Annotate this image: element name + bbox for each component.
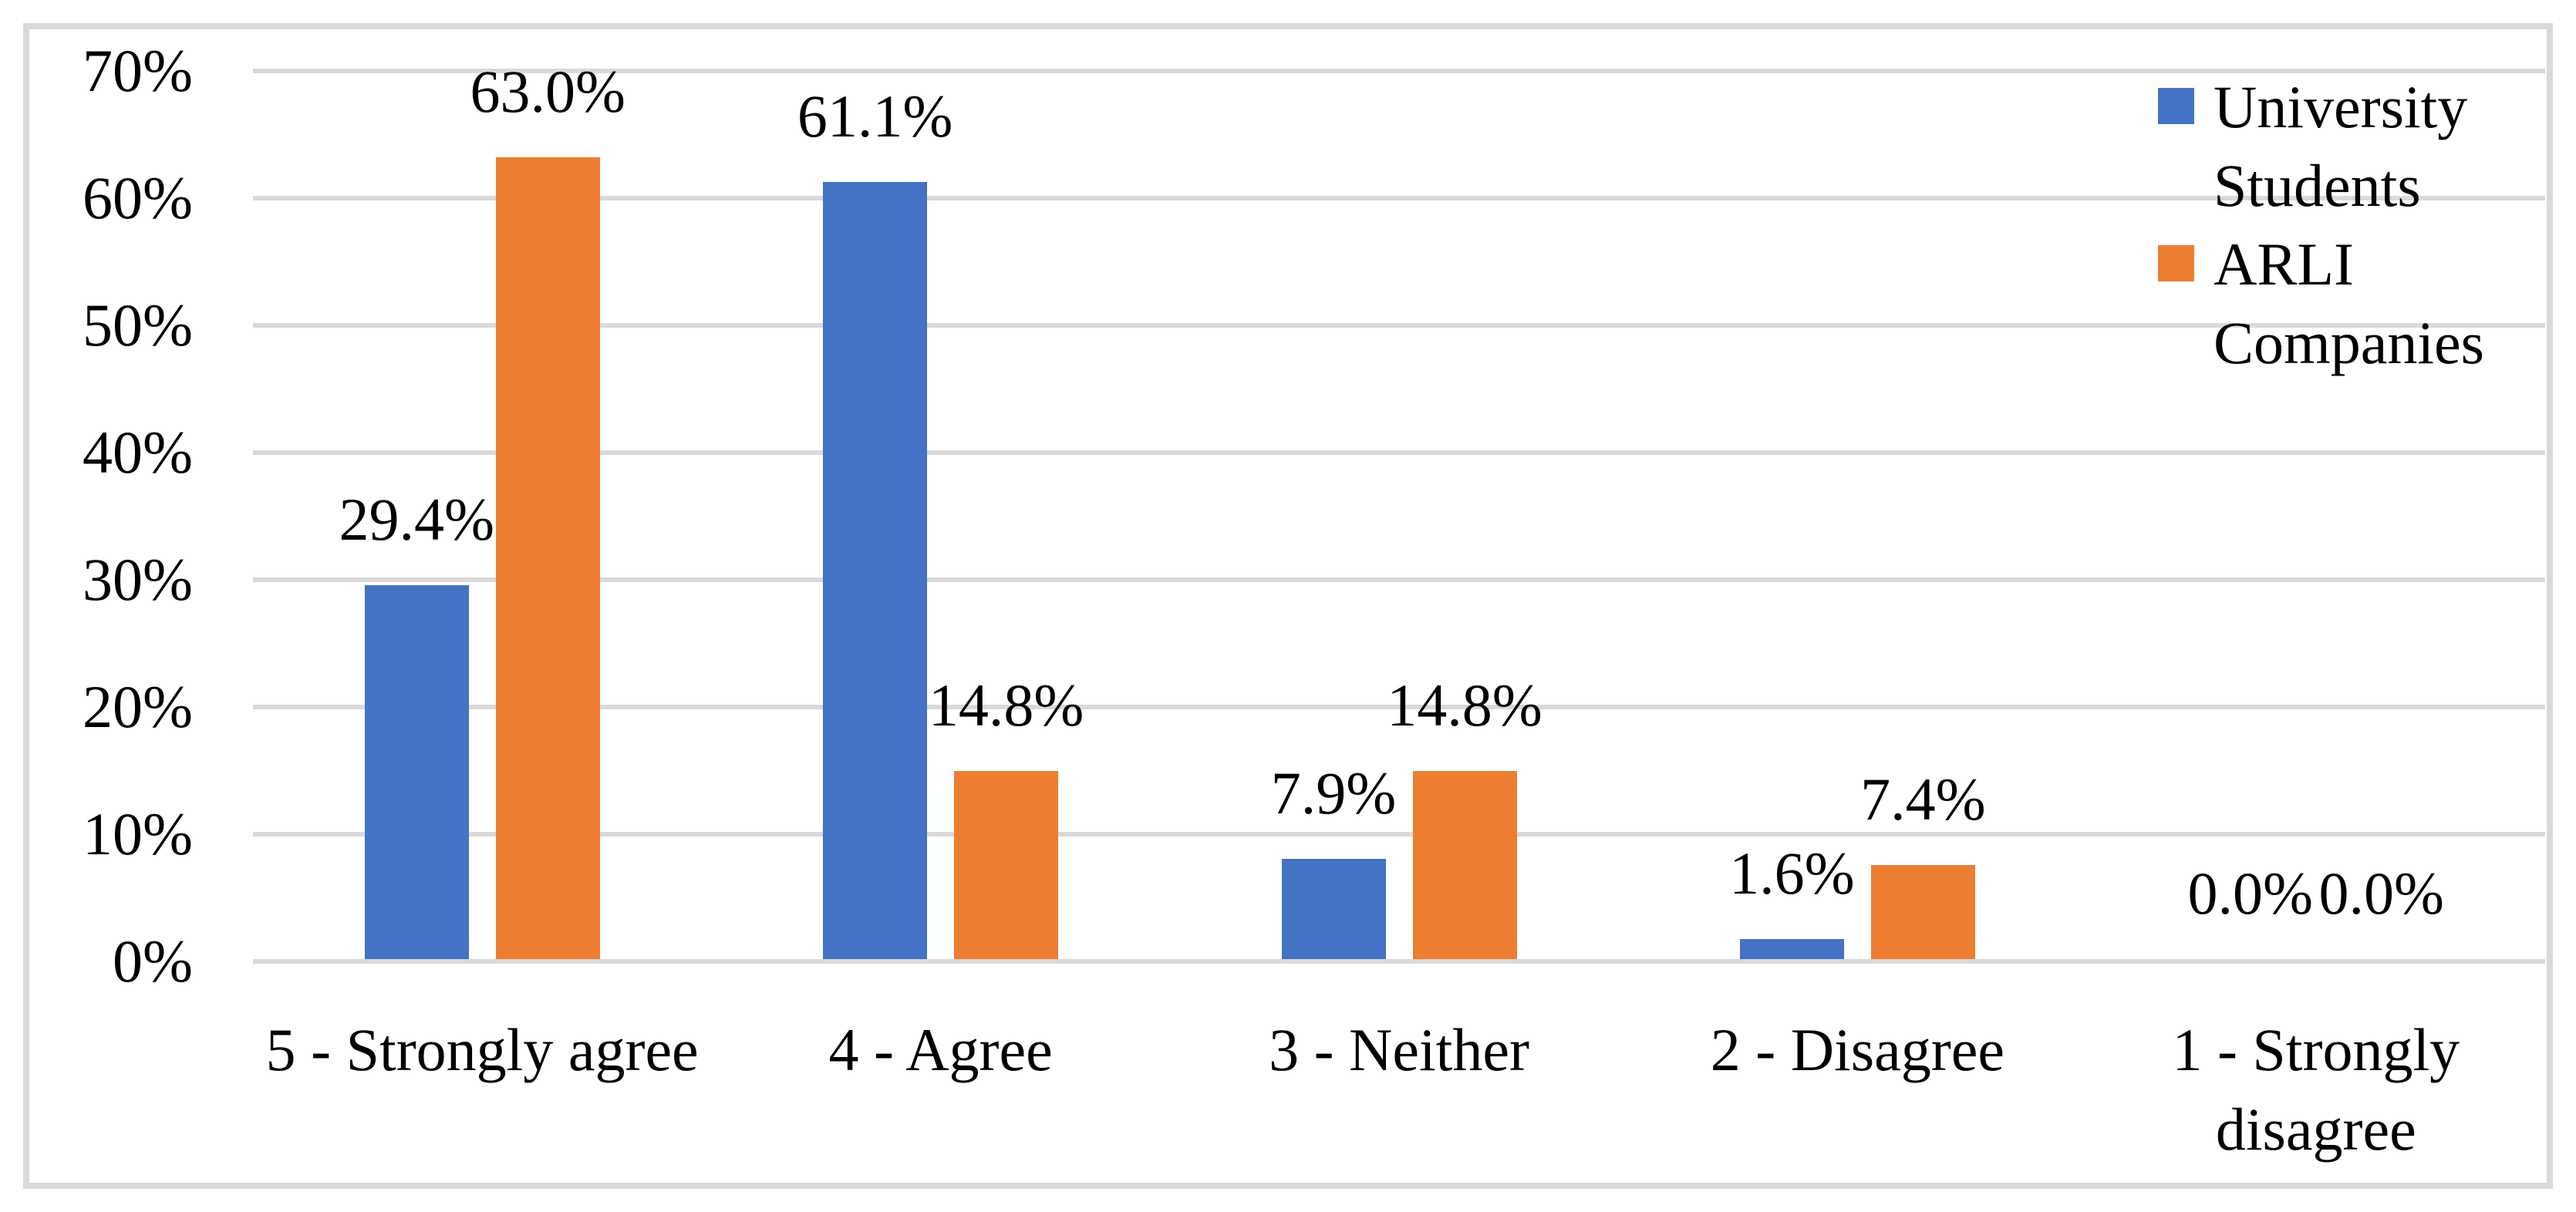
legend-item-label: ARLI Companies <box>2214 231 2484 376</box>
value-label: 1.6% <box>1729 840 1855 907</box>
bar-arli-companies <box>954 771 1059 959</box>
value-label: 7.9% <box>1270 759 1397 827</box>
x-axis-line <box>253 959 2545 964</box>
gridline <box>253 323 2545 328</box>
x-axis-category-label: 4 - Agree <box>828 1016 1053 1083</box>
gridline <box>253 705 2545 709</box>
value-label: 14.8% <box>928 672 1084 739</box>
legend-swatch-icon <box>2158 88 2194 124</box>
value-label: 61.1% <box>797 82 953 150</box>
bar-university-students <box>1281 859 1386 959</box>
bar-arli-companies <box>495 157 600 959</box>
legend-item-label: University Students <box>2214 73 2468 219</box>
legend-item: University Students <box>2158 68 2528 225</box>
legend-item: ARLI Companies <box>2158 225 2528 382</box>
x-axis-category-label: 3 - Neither <box>1269 1016 1529 1083</box>
legend-swatch-icon <box>2158 245 2194 281</box>
x-axis-category-label: 1 - Strongly disagree <box>2172 1016 2460 1163</box>
value-label: 0.0% <box>2318 860 2445 927</box>
bar-arli-companies <box>1412 771 1517 959</box>
y-axis-tick-label: 0% <box>113 928 193 995</box>
value-label: 29.4% <box>339 486 494 553</box>
value-label: 63.0% <box>470 58 625 125</box>
gridline <box>253 832 2545 837</box>
value-label: 0.0% <box>2187 860 2314 927</box>
bar-university-students <box>1739 939 1844 959</box>
y-axis-tick-label: 50% <box>83 291 193 359</box>
x-axis-category-label: 5 - Strongly agree <box>265 1016 699 1083</box>
gridline <box>253 577 2545 582</box>
x-axis-category-label: 2 - Disagree <box>1710 1016 2004 1083</box>
y-axis-tick-label: 60% <box>83 164 193 231</box>
gridline <box>253 69 2545 73</box>
y-axis-tick-label: 70% <box>83 37 193 104</box>
bar-arli-companies <box>1870 865 1975 959</box>
value-label: 14.8% <box>1387 672 1543 739</box>
y-axis-tick-label: 10% <box>83 800 193 867</box>
gridline <box>253 196 2545 200</box>
bar-university-students <box>364 585 469 959</box>
y-axis-tick-label: 20% <box>83 673 193 740</box>
value-label: 7.4% <box>1860 766 1986 833</box>
y-axis-tick-label: 30% <box>83 546 193 613</box>
y-axis-tick-label: 40% <box>83 419 193 486</box>
gridline <box>253 450 2545 455</box>
legend: University Students ARLI Companies <box>2158 68 2528 382</box>
bar-university-students <box>823 182 928 959</box>
